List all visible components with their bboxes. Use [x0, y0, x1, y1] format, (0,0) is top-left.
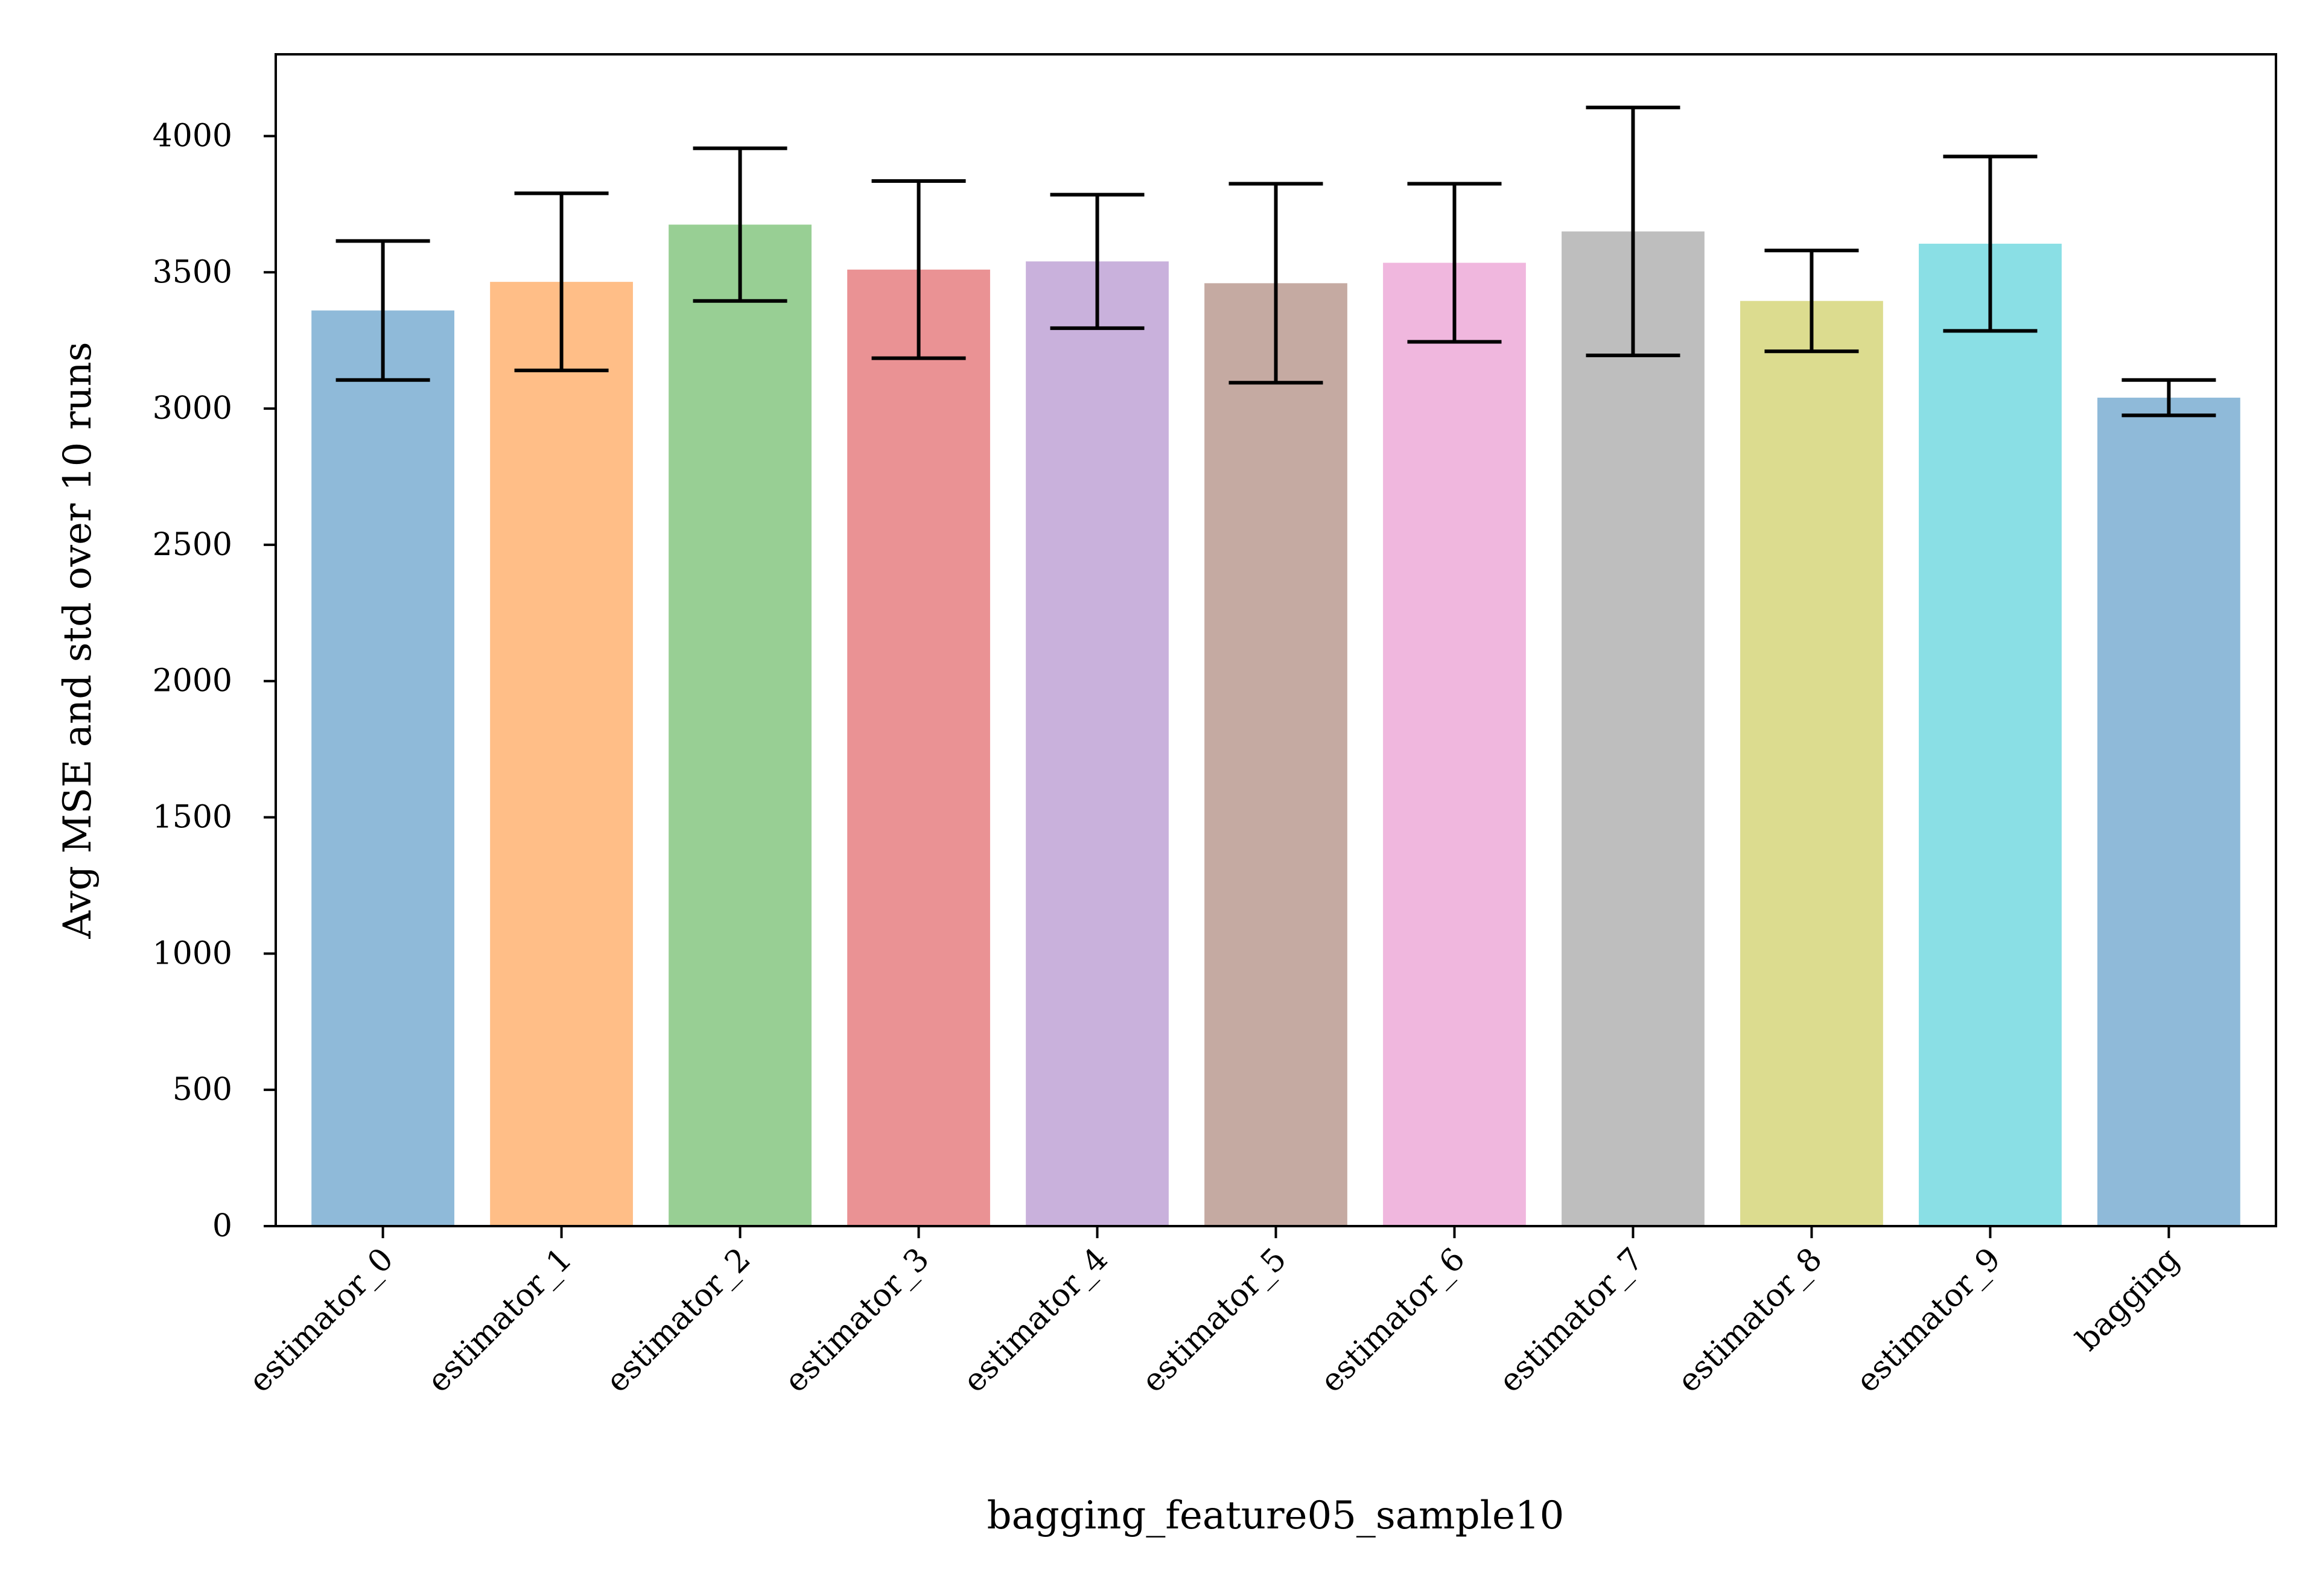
error-bar-estimator_1	[514, 191, 609, 372]
x-tick-label: estimator_5	[1135, 1241, 1294, 1400]
bars	[311, 224, 2240, 1227]
bar-bagging	[2097, 398, 2240, 1226]
y-tick-label: 500	[173, 1072, 232, 1108]
bar-estimator_6	[1383, 262, 1526, 1226]
x-axis-label: bagging_feature05_sample10	[987, 1493, 1565, 1538]
y-tick-label: 3000	[153, 390, 232, 427]
x-tick-label: estimator_7	[1492, 1241, 1651, 1400]
x-tick-label: estimator_0	[242, 1241, 401, 1400]
error-bar-estimator_9	[1943, 154, 2038, 333]
bar-estimator_5	[1204, 283, 1347, 1226]
bar-estimator_9	[1919, 243, 2062, 1227]
error-bar-estimator_6	[1407, 182, 1502, 344]
x-axis: estimator_0 estimator_1 estimator_2 estimat…	[242, 1226, 2187, 1400]
x-tick-label: estimator_6	[1314, 1241, 1472, 1400]
error-bar-estimator_8	[1764, 249, 1859, 354]
bar-estimator_8	[1740, 300, 1883, 1226]
x-tick-label: estimator_2	[599, 1241, 758, 1400]
x-tick-label: estimator_8	[1671, 1241, 1829, 1400]
error-bar-bagging	[2122, 378, 2216, 418]
error-bar-estimator_4	[1050, 192, 1145, 330]
y-tick-label: 1500	[153, 800, 232, 836]
y-axis-label: Avg MSE and std over 10 runs	[56, 342, 100, 939]
y-tick-label: 2500	[153, 527, 232, 563]
y-tick-label: 2000	[153, 663, 232, 699]
x-tick-label: estimator_3	[778, 1241, 936, 1400]
error-bar-estimator_2	[693, 146, 787, 303]
error-bar-estimator_5	[1228, 182, 1323, 385]
error-bar-estimator_7	[1586, 106, 1680, 358]
bar-estimator_7	[1562, 231, 1705, 1227]
y-tick-label: 0	[212, 1208, 232, 1244]
error-bars	[335, 106, 2216, 418]
x-tick-label: estimator_1	[421, 1241, 579, 1400]
y-axis: 0 500 1000 1500 2000 2500 3000 3500 4000	[153, 118, 276, 1244]
y-tick-label: 3500	[153, 254, 232, 290]
y-tick-label: 1000	[153, 935, 232, 971]
x-tick-label: estimator_4	[956, 1241, 1115, 1400]
bar-estimator_1	[490, 282, 633, 1226]
bar-estimator_4	[1026, 261, 1169, 1227]
bar-estimator_3	[847, 269, 990, 1227]
bar-estimator_2	[669, 224, 812, 1226]
x-tick-label: bagging	[2070, 1241, 2187, 1358]
error-bar-estimator_3	[871, 179, 966, 360]
x-tick-label: estimator_9	[1849, 1241, 2008, 1400]
y-tick-label: 4000	[153, 118, 232, 154]
error-bar-estimator_0	[335, 239, 430, 382]
bar-estimator_0	[311, 310, 454, 1226]
